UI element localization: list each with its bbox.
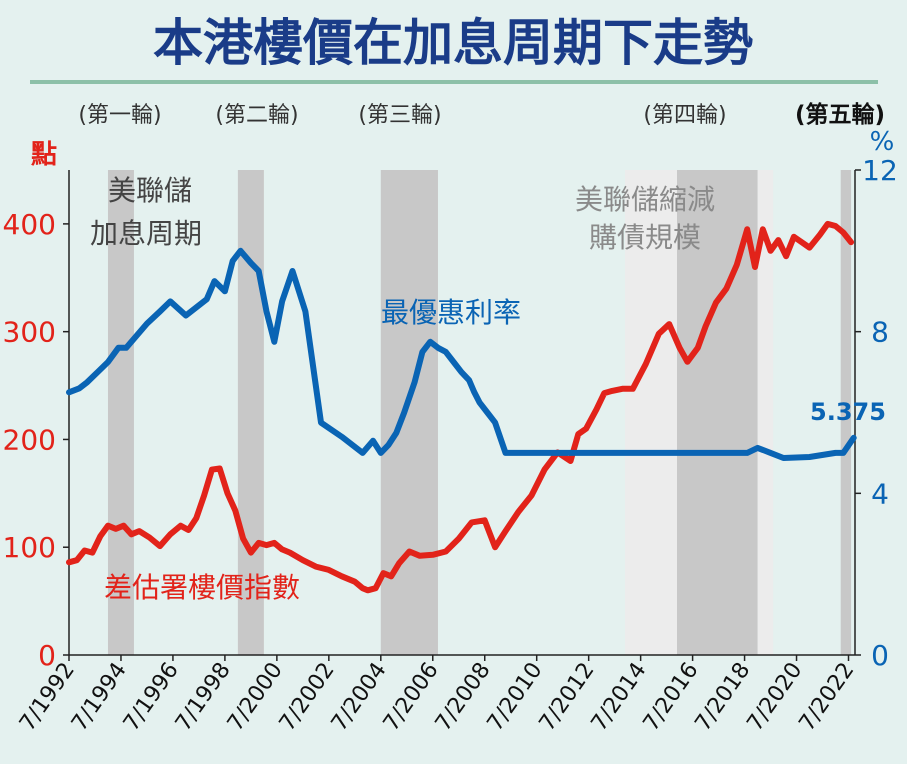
- annotation-qt-line2: 購債規模: [589, 221, 701, 254]
- hike-cycle-band: [677, 170, 758, 655]
- left-axis-ticks: 0 100 200 300 400: [3, 208, 69, 672]
- hike-cycle-band: [840, 170, 852, 655]
- x-axis-ticks: 7/19927/19947/19967/19987/20007/20027/20…: [15, 655, 859, 736]
- chart-title: 本港樓價在加息周期下走勢: [153, 13, 753, 72]
- left-tick-label: 0: [38, 639, 56, 672]
- hike-cycle-label: (第五輪): [795, 101, 885, 128]
- right-tick-label: 12: [862, 154, 898, 187]
- x-tick-label: 7/2022: [795, 658, 860, 736]
- qt-period-band: [757, 170, 774, 655]
- annotation-fed-line2: 加息周期: [90, 217, 202, 250]
- left-tick-label: 300: [3, 316, 56, 349]
- hike-cycle-band: [107, 170, 134, 655]
- hike-cycle-label: (第四輪): [643, 103, 726, 128]
- title-underline: [30, 80, 878, 84]
- data-label-latest-rate: 5.375: [810, 398, 886, 426]
- shaded-periods: [107, 170, 852, 655]
- series-line-price-index: [66, 220, 855, 594]
- hike-cycle-band: [380, 170, 438, 655]
- qt-period-band: [625, 170, 678, 655]
- hike-cycle-label: (第二輪): [215, 103, 298, 128]
- right-axis-unit: %: [870, 127, 895, 157]
- series-lines: [66, 220, 857, 594]
- hike-cycle-labels: (第一輪) (第二輪) (第三輪) (第四輪) (第五輪): [78, 101, 885, 128]
- right-axis-ticks: 0 4 8 12: [855, 154, 898, 672]
- series-line-prime-rate: [66, 247, 857, 461]
- left-tick-label: 200: [3, 423, 56, 456]
- series-label-price-index: 差估署樓價指數: [104, 571, 300, 604]
- right-tick-label: 0: [871, 639, 889, 672]
- right-tick-label: 4: [871, 477, 889, 510]
- left-tick-label: 100: [3, 531, 56, 564]
- series-label-prime-rate: 最優惠利率: [381, 296, 521, 329]
- right-tick-label: 8: [871, 316, 889, 349]
- left-axis-unit: 點: [31, 140, 57, 170]
- left-tick-label: 400: [3, 208, 56, 241]
- annotation-fed-line1: 美聯儲: [108, 174, 192, 207]
- hike-cycle-label: (第三輪): [358, 103, 441, 128]
- annotation-qt-line1: 美聯儲縮減: [575, 183, 715, 216]
- hike-cycle-label: (第一輪): [78, 103, 161, 128]
